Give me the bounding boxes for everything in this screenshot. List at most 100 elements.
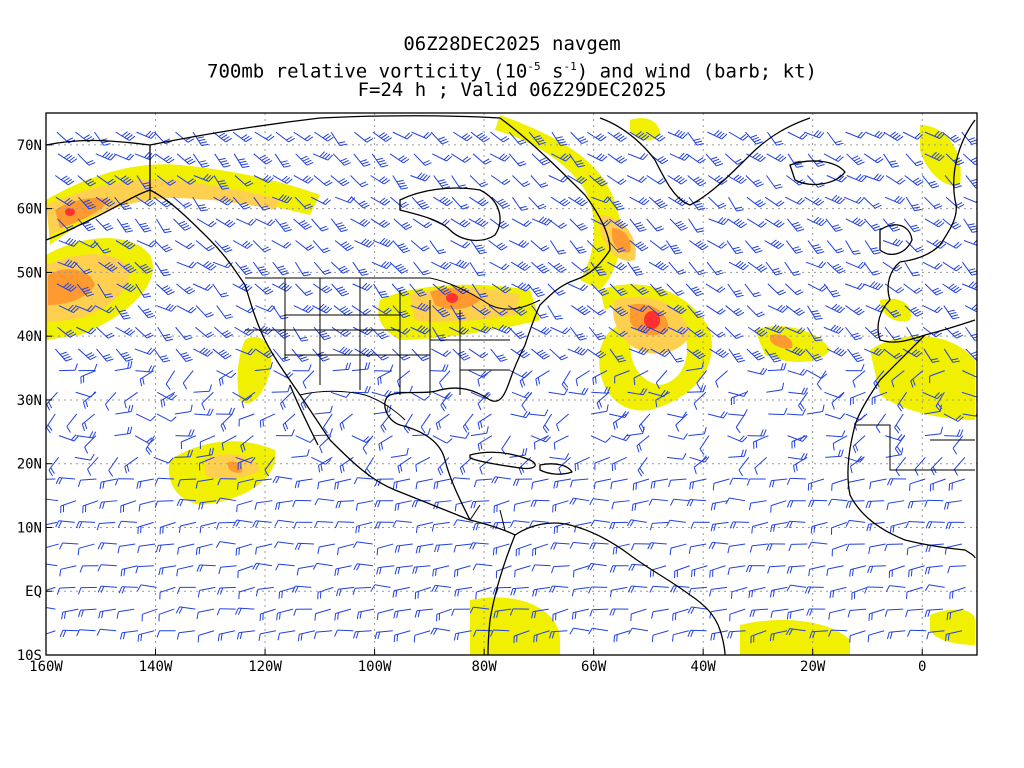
wind-barb [882, 261, 903, 272]
shade-nw-africa [880, 298, 911, 322]
wind-barb [810, 521, 828, 534]
wind-barb [468, 217, 489, 228]
wind-barb [75, 391, 96, 398]
wind-barb [462, 413, 474, 433]
wind-barb [293, 304, 314, 314]
coast-cuba [469, 451, 536, 470]
x-tick-label: 20W [800, 659, 826, 675]
wind-barb [627, 261, 644, 276]
wind-barb [770, 608, 789, 619]
wind-barb [787, 131, 808, 140]
wind-barb [863, 261, 881, 276]
wind-barb [825, 303, 846, 314]
wind-barb [488, 240, 508, 251]
coast-greenland [599, 117, 811, 206]
wind-barb [611, 500, 630, 510]
wind-barb [59, 629, 79, 638]
wind-barb [519, 370, 533, 388]
wind-barb [477, 391, 490, 411]
wind-barb [826, 565, 844, 576]
wind-barb [351, 386, 371, 394]
wind-barb [335, 500, 355, 509]
wind-barb [804, 130, 825, 139]
wind-barb [137, 305, 156, 319]
wind-barb [376, 608, 394, 621]
wind-barb [687, 606, 708, 614]
wind-barb [648, 498, 669, 506]
wind-barb [46, 521, 57, 526]
wind-barb [175, 326, 193, 341]
wind-barb [672, 630, 689, 642]
shade-brazil [740, 620, 850, 655]
wind-barb [569, 541, 590, 549]
plot-frame [45, 112, 978, 656]
wind-barb [138, 500, 156, 512]
wind-barb [753, 435, 769, 449]
wind-barb [114, 305, 131, 320]
wind-barb [156, 630, 176, 638]
wind-barb [646, 218, 664, 232]
wind-barb [693, 456, 708, 475]
wind-barb [79, 565, 99, 573]
wind-barb [845, 500, 865, 509]
wind-barb [609, 608, 629, 616]
wind-barb [963, 239, 977, 246]
wind-barb [924, 565, 943, 575]
wind-barb [196, 564, 216, 572]
wind-barb [961, 391, 977, 398]
wind-barb [630, 283, 649, 295]
wind-barb [550, 240, 566, 255]
wind-barb [46, 413, 56, 434]
wind-barb [823, 283, 841, 298]
border-us-mexico [299, 390, 406, 421]
wind-barb [252, 562, 273, 571]
wind-barb [57, 153, 78, 164]
wind-barb [845, 364, 865, 372]
wind-barb [57, 326, 77, 338]
wind-barb [552, 500, 569, 513]
wind-barb [431, 584, 452, 593]
wind-barb [527, 283, 545, 297]
wind-barb [511, 218, 532, 227]
wind-barb [944, 543, 963, 555]
wind-barb [331, 283, 349, 297]
wind-barb [157, 326, 174, 342]
wind-barb [451, 153, 471, 163]
coast-gulf-mexico [384, 344, 526, 521]
wind-barb [97, 542, 118, 550]
wind-barb [58, 237, 79, 247]
wind-barb [530, 499, 550, 507]
wind-barb [471, 305, 491, 316]
wind-barb [649, 565, 667, 578]
wind-barb [78, 608, 97, 617]
wind-barb [707, 130, 728, 140]
wind-barb [274, 519, 294, 527]
wind-barb [573, 565, 590, 578]
wind-barb [706, 305, 726, 315]
wind-barb [885, 585, 906, 593]
wind-barb [96, 326, 115, 339]
wind-barb [234, 326, 255, 336]
wind-barb [786, 477, 807, 485]
wind-barb [549, 348, 568, 361]
wind-barb [831, 543, 848, 557]
wind-barb [237, 565, 254, 579]
wind-barb [55, 175, 75, 186]
wind-barb [809, 630, 828, 639]
wind-barb [628, 346, 649, 356]
wind-barb [454, 500, 472, 512]
wind-barb [587, 153, 608, 162]
wind-barb [232, 240, 253, 249]
wind-barb [668, 196, 688, 207]
wind-barb [397, 456, 412, 474]
wind-barb [156, 303, 177, 312]
wind-barb [528, 131, 547, 145]
wind-barb [197, 630, 215, 643]
coast-mexico-central [329, 439, 516, 536]
wind-barb [432, 435, 453, 444]
wind-barb [451, 608, 471, 616]
wind-barb [238, 586, 255, 600]
wind-barb [317, 543, 335, 554]
wind-barb [232, 131, 253, 143]
wind-barb [728, 196, 744, 212]
